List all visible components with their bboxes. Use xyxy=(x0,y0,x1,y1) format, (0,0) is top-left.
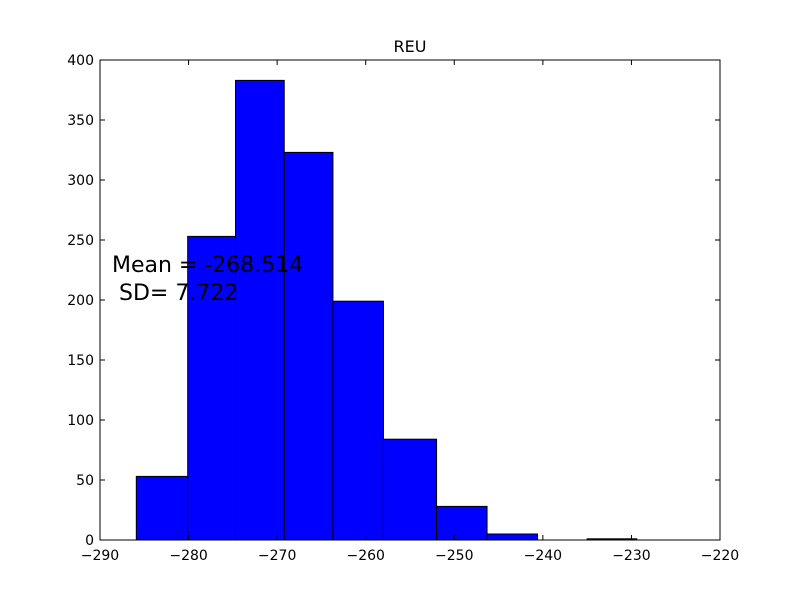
histogram-bar-3 xyxy=(283,151,334,541)
x-tick-label-2: −270 xyxy=(258,548,296,564)
histogram-bar-5 xyxy=(382,438,438,541)
bars-group xyxy=(135,79,638,541)
x-tick-label-5: −240 xyxy=(524,548,562,564)
y-tick-label-0: 0 xyxy=(85,533,94,549)
x-tick-label-4: −250 xyxy=(435,548,473,564)
histogram-bar-4 xyxy=(332,300,384,541)
y-tick-label-1: 50 xyxy=(76,473,94,489)
y-axis: 0 50 100 150 200 250 300 350 400 xyxy=(67,53,720,549)
y-tick-label-8: 400 xyxy=(67,53,94,69)
histogram-bar-7 xyxy=(486,533,539,541)
x-tick-label-1: −280 xyxy=(169,548,207,564)
x-tick-label-3: −260 xyxy=(346,548,384,564)
y-tick-label-6: 300 xyxy=(67,173,94,189)
y-tick-label-3: 150 xyxy=(67,353,94,369)
y-tick-label-2: 100 xyxy=(67,413,94,429)
histogram-bar-1 xyxy=(187,235,237,541)
x-axis: −290 −280 −270 −260 −250 −240 −230 −220 xyxy=(81,60,739,564)
histogram-bar-2 xyxy=(235,79,285,541)
histogram-bar-0 xyxy=(135,475,189,541)
x-tick-label-6: −230 xyxy=(612,548,650,564)
annotation-mean: Mean = -268.514 xyxy=(112,253,303,278)
x-tick-label-7: −220 xyxy=(701,548,739,564)
y-tick-label-7: 350 xyxy=(67,113,94,129)
histogram-bar-6 xyxy=(436,505,488,541)
annotation-sd: SD= 7.722 xyxy=(112,281,238,306)
x-tick-label-0: −290 xyxy=(81,548,119,564)
chart-title: REU xyxy=(394,37,427,56)
y-tick-label-4: 200 xyxy=(67,293,94,309)
y-tick-label-5: 250 xyxy=(67,233,94,249)
